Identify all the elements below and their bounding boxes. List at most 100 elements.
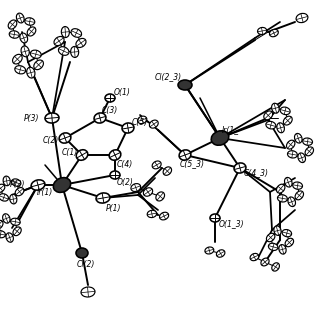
Ellipse shape — [59, 47, 69, 55]
Ellipse shape — [0, 194, 9, 201]
Ellipse shape — [34, 60, 44, 70]
Ellipse shape — [211, 131, 229, 145]
Text: Ir(1): Ir(1) — [37, 188, 53, 197]
Ellipse shape — [285, 238, 293, 247]
Ellipse shape — [156, 192, 164, 201]
Ellipse shape — [288, 197, 295, 207]
Ellipse shape — [216, 250, 225, 257]
Text: P(3): P(3) — [24, 114, 39, 123]
Ellipse shape — [71, 29, 82, 37]
Ellipse shape — [282, 229, 292, 237]
Text: C(5): C(5) — [132, 118, 148, 127]
Text: C(4_3): C(4_3) — [244, 169, 269, 178]
Ellipse shape — [143, 188, 153, 196]
Ellipse shape — [6, 233, 13, 242]
Ellipse shape — [0, 231, 5, 238]
Ellipse shape — [13, 227, 21, 236]
Ellipse shape — [3, 214, 10, 223]
Text: O(1_3): O(1_3) — [219, 220, 244, 228]
Ellipse shape — [8, 20, 17, 29]
Ellipse shape — [15, 66, 26, 74]
Ellipse shape — [286, 140, 295, 149]
Ellipse shape — [31, 180, 45, 190]
Ellipse shape — [152, 161, 161, 169]
Ellipse shape — [250, 253, 259, 261]
Ellipse shape — [10, 194, 17, 204]
Ellipse shape — [122, 123, 134, 133]
Ellipse shape — [210, 214, 220, 222]
Ellipse shape — [279, 244, 286, 254]
Text: Cl(2_3): Cl(2_3) — [155, 73, 182, 82]
Ellipse shape — [71, 46, 79, 58]
Ellipse shape — [298, 153, 306, 163]
Ellipse shape — [277, 195, 287, 202]
Ellipse shape — [30, 50, 41, 58]
Ellipse shape — [280, 107, 290, 115]
Ellipse shape — [261, 258, 269, 266]
Ellipse shape — [0, 220, 3, 229]
Ellipse shape — [303, 138, 313, 145]
Text: C(2): C(2) — [43, 137, 59, 146]
Text: Ir(1_: Ir(1_ — [222, 125, 239, 134]
Ellipse shape — [12, 54, 22, 64]
Ellipse shape — [269, 29, 278, 37]
Ellipse shape — [109, 150, 121, 160]
Ellipse shape — [179, 150, 191, 160]
Text: P(2): P(2) — [10, 180, 26, 189]
Ellipse shape — [9, 31, 19, 38]
Ellipse shape — [149, 120, 158, 128]
Ellipse shape — [159, 212, 169, 220]
Ellipse shape — [276, 184, 285, 193]
Ellipse shape — [277, 123, 284, 133]
Ellipse shape — [264, 111, 273, 120]
Ellipse shape — [266, 121, 276, 129]
Text: O(2): O(2) — [117, 179, 134, 188]
Ellipse shape — [16, 13, 24, 23]
Ellipse shape — [12, 179, 21, 186]
Text: C(3): C(3) — [102, 106, 118, 115]
Ellipse shape — [287, 151, 297, 158]
Ellipse shape — [138, 116, 147, 124]
Ellipse shape — [76, 38, 86, 47]
Text: Cl(2): Cl(2) — [77, 260, 95, 269]
Ellipse shape — [272, 103, 279, 113]
Ellipse shape — [21, 46, 29, 57]
Ellipse shape — [234, 163, 246, 173]
Text: C(1): C(1) — [62, 148, 78, 156]
Ellipse shape — [178, 80, 192, 90]
Ellipse shape — [205, 247, 214, 254]
Ellipse shape — [45, 113, 59, 123]
Ellipse shape — [61, 27, 69, 37]
Ellipse shape — [296, 13, 308, 23]
Text: C(4): C(4) — [117, 159, 133, 169]
Ellipse shape — [267, 233, 275, 242]
Ellipse shape — [25, 18, 35, 25]
Ellipse shape — [163, 167, 172, 175]
Ellipse shape — [59, 133, 71, 143]
Ellipse shape — [295, 191, 303, 200]
Text: C(5_3): C(5_3) — [180, 159, 205, 169]
Ellipse shape — [76, 150, 88, 160]
Ellipse shape — [274, 226, 281, 236]
Text: P(1): P(1) — [106, 204, 122, 212]
Text: O(1): O(1) — [114, 87, 131, 97]
Ellipse shape — [294, 133, 302, 143]
Ellipse shape — [96, 193, 110, 203]
Ellipse shape — [81, 287, 95, 297]
Ellipse shape — [283, 116, 292, 125]
Ellipse shape — [53, 178, 71, 192]
Ellipse shape — [258, 28, 267, 35]
Ellipse shape — [54, 36, 64, 45]
Ellipse shape — [110, 171, 120, 179]
Ellipse shape — [272, 263, 279, 271]
Ellipse shape — [268, 243, 278, 251]
Ellipse shape — [305, 147, 314, 156]
Ellipse shape — [94, 113, 106, 123]
Ellipse shape — [105, 94, 115, 102]
Ellipse shape — [131, 184, 141, 191]
Ellipse shape — [76, 248, 88, 258]
Ellipse shape — [27, 27, 36, 36]
Ellipse shape — [11, 218, 20, 225]
Ellipse shape — [20, 33, 28, 43]
Ellipse shape — [284, 177, 292, 187]
